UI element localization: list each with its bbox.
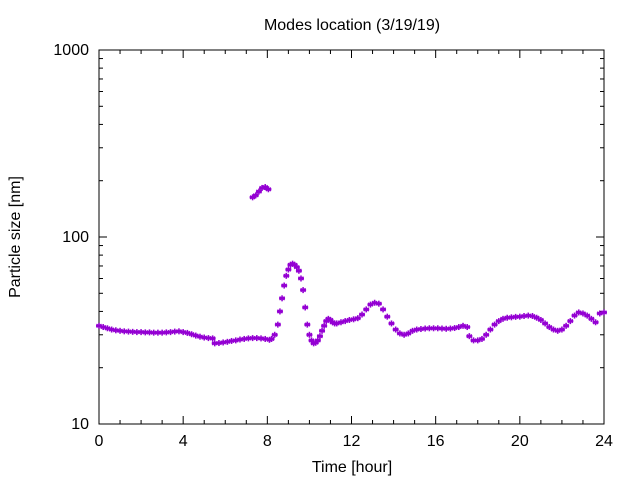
data-point <box>537 316 544 323</box>
x-axis-label: Time [hour] <box>312 459 392 476</box>
data-point <box>363 306 370 313</box>
data-point <box>392 326 399 333</box>
plot-frame <box>98 49 605 425</box>
x-tick-label: 0 <box>95 433 104 450</box>
data-point <box>276 308 283 315</box>
data-point <box>388 320 395 327</box>
data-point <box>592 319 599 326</box>
data-point <box>375 300 382 307</box>
data-point <box>209 335 216 342</box>
data-point <box>487 326 494 333</box>
data-point <box>316 333 323 340</box>
data-point <box>271 331 278 338</box>
data-point <box>600 309 608 316</box>
data-point <box>265 186 272 193</box>
data-point <box>283 272 290 279</box>
data-point <box>279 295 286 302</box>
axis-tick-labels: 0 4 8 12 16 20 24 10 100 1000 <box>53 42 613 450</box>
data-point <box>255 188 262 195</box>
data-points <box>95 184 608 347</box>
data-point <box>478 335 485 342</box>
x-tick-label: 8 <box>263 433 272 450</box>
data-point <box>396 330 403 337</box>
chart-title: Modes location (3/19/19) <box>264 17 440 34</box>
data-point <box>321 322 328 329</box>
x-tick-label: 4 <box>179 433 188 450</box>
y-tick-label: 1000 <box>53 42 89 59</box>
data-point <box>464 324 471 331</box>
y-tick-label: 10 <box>71 416 89 433</box>
data-point <box>380 306 387 313</box>
data-point <box>295 267 302 274</box>
data-point <box>491 321 498 328</box>
data-point <box>483 331 490 338</box>
data-point <box>314 337 321 344</box>
data-point <box>241 335 248 342</box>
x-tick-label: 12 <box>343 433 361 450</box>
data-point <box>546 324 553 331</box>
axis-ticks <box>98 49 605 425</box>
data-point <box>466 333 473 340</box>
data-point <box>319 327 326 334</box>
data-point <box>300 287 307 294</box>
data-point <box>285 266 292 273</box>
data-point <box>304 321 311 328</box>
data-point <box>359 311 366 318</box>
data-point <box>563 322 570 329</box>
x-tick-label: 20 <box>511 433 529 450</box>
y-axis-label: Particle size [nm] <box>7 176 24 298</box>
data-point <box>306 331 313 338</box>
data-point <box>281 282 288 289</box>
data-point <box>542 320 549 327</box>
data-point <box>384 313 391 320</box>
data-point <box>354 315 361 322</box>
data-point <box>297 275 305 282</box>
x-tick-label: 24 <box>595 433 613 450</box>
data-point <box>302 304 309 311</box>
data-point <box>567 318 574 325</box>
data-point <box>252 192 259 199</box>
data-point <box>588 315 595 322</box>
data-point <box>268 335 275 342</box>
data-point <box>558 326 565 333</box>
data-point <box>274 321 281 328</box>
x-tick-label: 16 <box>427 433 445 450</box>
y-tick-label: 100 <box>62 229 89 246</box>
data-point <box>584 312 591 319</box>
data-point <box>571 312 578 319</box>
